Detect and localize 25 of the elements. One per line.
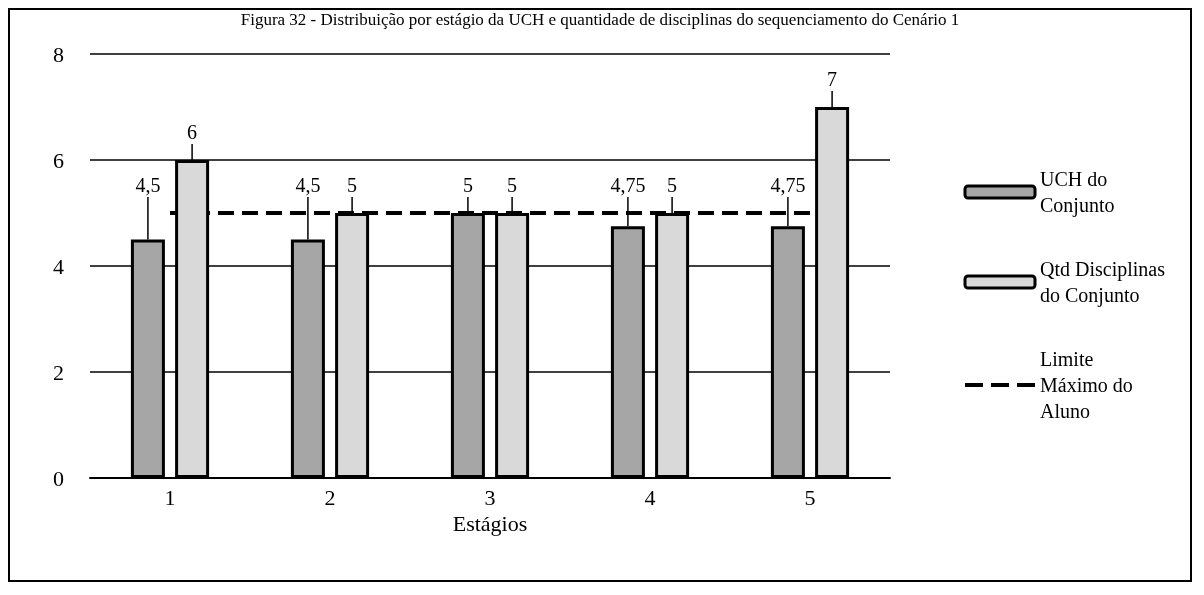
data-label: 5 — [462, 174, 473, 196]
data-label: 7 — [827, 68, 838, 90]
x-tick-label: 3 — [484, 484, 496, 510]
legend-label: Qtd Disciplinas do Conjunto — [1040, 258, 1170, 307]
x-tick-label: 2 — [324, 484, 336, 510]
legend-label: Limite Máximo do Aluno — [1040, 348, 1138, 422]
data-label: 5 — [347, 174, 358, 196]
x-axis-title: Estágios — [452, 511, 528, 537]
data-label: 5 — [667, 174, 678, 196]
data-label: 4,75 — [770, 174, 806, 196]
legend-label: UCH do Conjunto — [1040, 168, 1115, 217]
x-tick-label: 5 — [804, 484, 816, 510]
y-tick-label: 0 — [53, 465, 64, 491]
y-tick-label: 4 — [53, 253, 64, 279]
x-tick-label: 1 — [164, 484, 176, 510]
x-tick-label: 4 — [644, 484, 656, 510]
data-label: 6 — [187, 121, 198, 143]
y-tick-label: 8 — [53, 41, 64, 67]
data-label: 5 — [507, 174, 518, 196]
data-label: 4,5 — [135, 174, 161, 196]
data-label: 4,5 — [295, 174, 321, 196]
y-tick-label: 6 — [53, 147, 64, 173]
chart-title: Figura 32 - Distribuição por estágio da UCH e quantidade de disciplinas do sequenciamento do Cenário 1 — [240, 10, 960, 29]
data-label: 4,75 — [610, 174, 646, 196]
y-tick-label: 2 — [53, 359, 64, 385]
